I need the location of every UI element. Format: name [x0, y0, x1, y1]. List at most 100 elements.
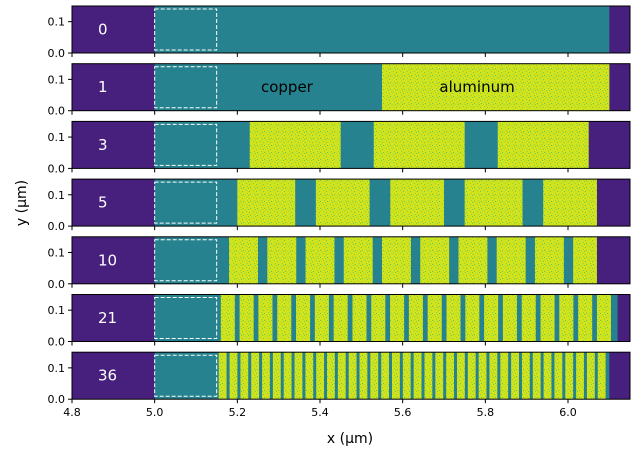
- aluminum-block: [413, 352, 422, 400]
- dashed-box: [154, 354, 218, 397]
- aluminum-block: [359, 352, 368, 400]
- x-tick-label: 5.4: [311, 406, 329, 419]
- axes-layer: 4.8 5.0 5.2 5.4 5.6 5.8 6.0: [63, 406, 577, 419]
- panel-label: 10: [98, 251, 117, 269]
- aluminum-block: [478, 352, 487, 400]
- aluminum-block: [229, 352, 238, 400]
- aluminum-block: [511, 352, 519, 400]
- x-tick-label: 5.0: [146, 406, 164, 419]
- panel-5: 5 0.0 0.1: [48, 178, 631, 233]
- aluminum-block: [596, 294, 611, 342]
- y-tick-label: 0.1: [48, 362, 66, 375]
- aluminum-block: [327, 352, 335, 400]
- aluminum-block: [521, 294, 536, 342]
- aluminum-block: [573, 236, 597, 284]
- aluminum-block: [239, 294, 254, 342]
- aluminum-block: [420, 236, 450, 284]
- aluminum-block: [251, 352, 260, 400]
- aluminum-block: [315, 179, 370, 227]
- aluminum-block: [534, 236, 564, 284]
- aluminum-block: [240, 352, 249, 400]
- aluminum-block: [586, 352, 595, 400]
- x-tick-label: 5.6: [394, 406, 412, 419]
- aluminum-block: [402, 352, 411, 400]
- aluminum-block: [392, 352, 400, 400]
- aluminum-block: [435, 352, 444, 400]
- panels-layer: 00.00.110.00.1 copper aluminum30.00.150.00…: [48, 5, 631, 406]
- aluminum-block: [554, 352, 563, 400]
- aluminum-block: [565, 352, 574, 400]
- aluminum-block: [272, 352, 281, 400]
- panel-10: 10 0.0 0.1: [48, 236, 631, 291]
- panel-label: 3: [98, 136, 108, 154]
- aluminum-block: [390, 179, 444, 227]
- aluminum-block: [333, 294, 348, 342]
- aluminum-block: [597, 352, 606, 400]
- aluminum-block: [229, 236, 258, 284]
- aluminum-block: [370, 352, 379, 400]
- copper-region: [154, 236, 597, 284]
- dashed-box: [154, 297, 218, 339]
- y-tick-label: 0.1: [48, 304, 66, 317]
- aluminum-block: [521, 352, 530, 400]
- y-tick-label: 0.1: [48, 189, 66, 202]
- aluminum-block: [283, 352, 292, 400]
- y-tick-label: 0.0: [48, 162, 66, 175]
- aluminum-block: [277, 294, 292, 342]
- copper-annotation: copper: [261, 78, 314, 96]
- panel-frame: [71, 63, 631, 112]
- y-tick-label: 0.0: [48, 105, 66, 118]
- panel-frame: [71, 178, 631, 227]
- x-tick-label: 5.8: [477, 406, 495, 419]
- aluminum-block: [373, 121, 465, 169]
- aluminum-block: [497, 121, 589, 169]
- aluminum-block: [371, 294, 386, 342]
- aluminum-block: [382, 236, 411, 284]
- aluminum-block: [305, 236, 335, 284]
- aluminum-block: [296, 294, 311, 342]
- y-tick-label: 0.0: [48, 47, 66, 60]
- aluminum-block: [294, 352, 303, 400]
- aluminum-block: [578, 294, 593, 342]
- aluminum-block: [446, 294, 461, 342]
- y-tick-label: 0.0: [48, 393, 66, 406]
- aluminum-block: [218, 352, 227, 400]
- panel-frame: [71, 294, 631, 342]
- aluminum-block: [467, 352, 476, 400]
- y-tick-label: 0.0: [48, 220, 66, 233]
- aluminum-block: [343, 236, 373, 284]
- aluminum-block: [314, 294, 329, 342]
- panel-label: 36: [98, 367, 117, 385]
- aluminum-block: [484, 294, 499, 342]
- aluminum-block: [424, 352, 433, 400]
- aluminum-block: [262, 352, 270, 400]
- x-tick-label: 4.8: [63, 406, 81, 419]
- x-axis-label: x (μm): [327, 431, 373, 447]
- copper-region: [154, 6, 610, 53]
- aluminum-block: [532, 352, 541, 400]
- panel-label: 0: [98, 21, 108, 39]
- aluminum-block: [258, 294, 273, 342]
- dashed-box: [154, 123, 218, 166]
- x-tick-label: 6.0: [559, 406, 577, 419]
- aluminum-block: [267, 236, 297, 284]
- panel-36: 36 0.0 0.1: [48, 351, 631, 406]
- aluminum-block: [489, 352, 498, 400]
- aluminum-block: [305, 352, 314, 400]
- aluminum-block: [348, 352, 357, 400]
- aluminum-block: [408, 294, 423, 342]
- y-tick-label: 0.0: [48, 336, 66, 349]
- panel-label: 1: [98, 78, 108, 96]
- aluminum-block: [316, 352, 325, 400]
- aluminum-block: [337, 352, 346, 400]
- panel-1: 1 0.0 0.1 copper aluminum: [48, 63, 631, 118]
- aluminum-block: [220, 294, 235, 342]
- y-tick-label: 0.1: [48, 16, 66, 29]
- aluminum-block: [576, 352, 584, 400]
- y-tick-label: 0.0: [48, 278, 66, 291]
- aluminum-block: [382, 63, 610, 111]
- aluminum-block: [559, 294, 574, 342]
- aluminum-block: [464, 179, 523, 227]
- aluminum-block: [540, 294, 555, 342]
